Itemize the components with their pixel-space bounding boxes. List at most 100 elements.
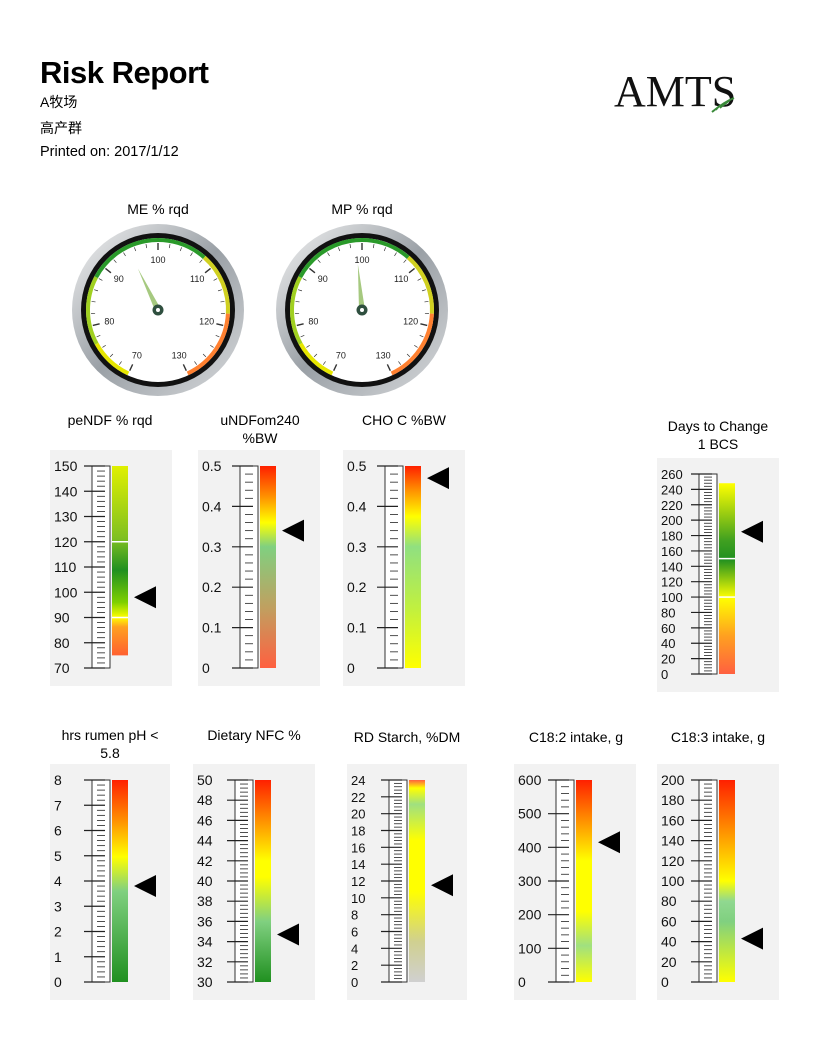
bar-title-starch: RD Starch, %DM	[353, 729, 461, 745]
bar-tick-label: 0	[661, 667, 668, 682]
gauge-tick	[92, 323, 100, 327]
bar-tick-label: 0.2	[202, 579, 222, 595]
gauge-tick	[210, 344, 214, 348]
bar-scale	[239, 465, 259, 669]
bar-tick-label: 32	[197, 954, 213, 970]
bar-tick-label: 30	[197, 974, 213, 990]
gauge-title-me: ME % rqd	[127, 201, 189, 217]
gauge-tick-label: 120	[199, 317, 214, 327]
bar-tick-label: 100	[518, 940, 542, 956]
gauge-tick	[398, 361, 402, 365]
bar-panel-c183: 200 180 160 140 120 100 80 60 40 20 0	[657, 764, 779, 1000]
gauge-me: 70 80 90 100 110 120 130	[68, 224, 248, 404]
bar-tick-label: 70	[54, 660, 70, 676]
gauge-tick	[194, 361, 198, 365]
bar-tick-label: 18	[351, 824, 365, 839]
bar-tick-label: 44	[197, 833, 213, 849]
bar-tick-label: 140	[54, 483, 78, 499]
bar-title-cho: CHO C %BW	[362, 412, 446, 428]
gauge-tick	[349, 244, 352, 249]
bar-tick-label: 0	[347, 660, 355, 676]
gauge-title-mp: MP % rqd	[331, 201, 393, 217]
bar-tick-label: 40	[197, 873, 213, 889]
gauge-band	[298, 342, 334, 376]
gauge-tick	[202, 353, 207, 358]
bar-tick-label: 0.4	[202, 498, 222, 514]
gauge-tick-label: 70	[132, 350, 142, 360]
gauge-tick	[309, 267, 316, 274]
bar-tick-label: 0.1	[202, 620, 222, 636]
bar-tick-label: 0.1	[347, 620, 367, 636]
gauge-tick	[213, 278, 218, 281]
bar-pointer	[741, 520, 763, 543]
bar-tick-label: 0	[518, 974, 526, 990]
bar-tick-label: 0	[661, 974, 669, 990]
gauge-tick	[298, 289, 303, 292]
bar-tick-label: 0	[54, 974, 62, 990]
gauge-tick	[306, 344, 310, 348]
gauge-tick-label: 80	[104, 317, 114, 327]
gauge-tick-label: 80	[308, 317, 318, 327]
gauge-tick	[199, 259, 203, 263]
gauge-tick	[313, 353, 318, 358]
bar-tick-label: 0	[202, 660, 210, 676]
gauge-tick	[98, 278, 103, 281]
gauge-tick	[94, 289, 99, 292]
bar-tick-label: 0.5	[347, 458, 367, 474]
gauge-tick	[421, 289, 426, 292]
gauge-tick	[216, 323, 224, 327]
bar-tick-label: 10	[351, 891, 365, 906]
bar-tick-label: 4	[351, 941, 358, 956]
gauge-tick	[420, 323, 428, 327]
gauge-tick	[333, 364, 338, 372]
gauge-tick	[417, 278, 422, 281]
bar-tick-label: 180	[661, 792, 685, 808]
gauge-needle	[137, 268, 161, 312]
bar-tick-label: 140	[661, 833, 685, 849]
gauge-band	[202, 255, 230, 314]
bar-fill	[112, 780, 128, 982]
bar-tick-label: 16	[351, 840, 365, 855]
gauge-band	[186, 313, 230, 376]
gauge-tick	[109, 353, 114, 358]
gauge-needle	[357, 264, 365, 311]
bar-tick-label: 160	[661, 544, 683, 559]
bar-fill	[405, 466, 421, 668]
bar-tick-label: 14	[351, 857, 365, 872]
bar-tick-label: 1	[54, 949, 62, 965]
bar-fill	[719, 780, 735, 982]
gauge-tick-label: 70	[336, 350, 346, 360]
bar-pointer	[134, 586, 156, 609]
gauge-band	[390, 313, 434, 376]
gauge-tick-label: 120	[403, 317, 418, 327]
bar-pointer	[431, 874, 453, 897]
gauge-tick	[383, 247, 386, 252]
bar-tick-label: 2	[351, 958, 358, 973]
gauge-tick	[300, 334, 305, 338]
bar-tick-label: 220	[661, 498, 683, 513]
bar-panel-bcs: 260 240 220 200 180 160 140 120 100 80 60 40 20 0	[657, 458, 779, 692]
gauge-tick	[102, 344, 106, 348]
bar-fill	[112, 466, 128, 656]
bar-tick-label: 240	[661, 482, 683, 497]
bar-tick-label: 200	[661, 513, 683, 528]
bar-pointer	[427, 467, 449, 490]
bar-tick-label: 400	[518, 839, 542, 855]
gauge-tick	[215, 334, 220, 338]
gauge-band	[406, 255, 434, 314]
bar-title-bcs: Days to Change 1 BCS	[667, 418, 769, 452]
group-name: 高产群	[40, 120, 82, 136]
gauge-tick	[182, 364, 187, 372]
bar-tick-label: 180	[661, 529, 683, 544]
gauge-band	[94, 238, 206, 279]
bar-pointer	[741, 927, 763, 950]
gauge-tick-label: 110	[394, 274, 408, 284]
gauge-tick	[419, 334, 424, 338]
bar-tick-label: 150	[54, 458, 78, 474]
bar-panel-c182: 600 500 400 300 200 100 0	[514, 764, 636, 1000]
gauge-band	[94, 342, 130, 376]
bar-tick-label: 260	[661, 467, 683, 482]
bar-tick-label: 20	[661, 954, 677, 970]
bar-scale	[698, 473, 718, 675]
gauge-tick-label: 100	[150, 255, 165, 265]
